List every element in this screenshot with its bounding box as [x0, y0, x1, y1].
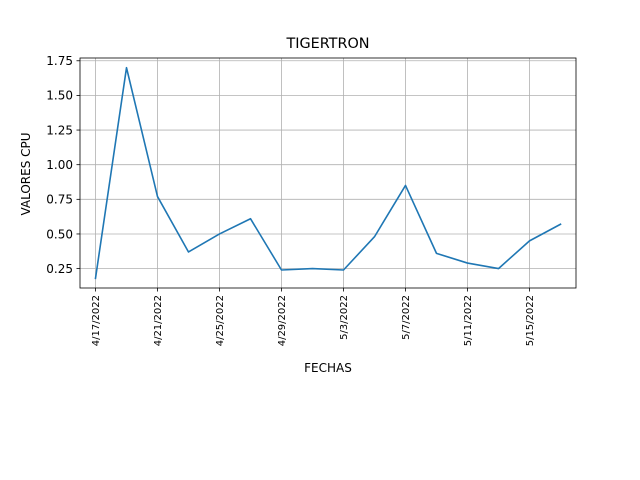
x-tick-label: 5/11/2022	[463, 295, 474, 346]
y-tick-label: 1.00	[46, 158, 73, 172]
series-line	[94, 66, 562, 280]
y-tick-label: 0.75	[46, 193, 73, 207]
x-axis-ticks: 4/17/2022 4/21/2022 4/25/2022 4/29/2022 5/3/…	[91, 288, 536, 346]
x-tick-label: 4/29/2022	[277, 295, 288, 346]
y-axis-ticks: 0.25 0.50 0.75 1.00 1.25 1.50 1.75	[46, 54, 80, 276]
axes-frame	[79, 57, 577, 289]
x-tick-label: 5/15/2022	[525, 295, 536, 346]
y-tick-label: 1.25	[46, 123, 73, 137]
y-axis-label: VALORES CPU	[19, 132, 33, 215]
x-tick-label: 5/7/2022	[401, 295, 412, 340]
series-group	[94, 66, 562, 280]
chart-title: TIGERTRON	[285, 36, 369, 52]
x-tick-label: 4/21/2022	[153, 295, 164, 346]
x-tick-label: 4/17/2022	[91, 295, 102, 346]
x-tick-label: 5/3/2022	[339, 295, 350, 340]
y-tick-label: 1.75	[46, 54, 73, 68]
y-tick-label: 0.50	[46, 227, 73, 241]
y-tick-label: 0.25	[46, 262, 73, 276]
grid-lines	[80, 58, 576, 288]
x-tick-label: 4/25/2022	[215, 295, 226, 346]
y-tick-label: 1.50	[46, 89, 73, 103]
x-axis-label: FECHAS	[304, 361, 352, 375]
